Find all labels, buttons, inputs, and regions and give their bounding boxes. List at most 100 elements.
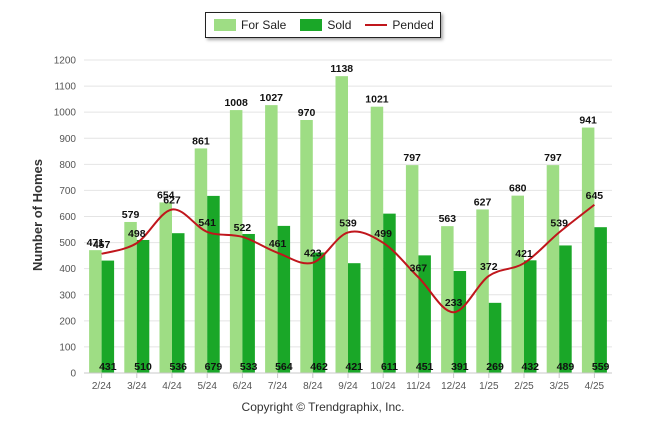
- data-label-sold: 510: [134, 361, 152, 373]
- x-tick-label: 4/25: [585, 381, 605, 392]
- y-tick-label: 1000: [54, 108, 77, 119]
- bar-sold: [277, 225, 291, 373]
- y-tick-label: 800: [59, 160, 76, 171]
- bar-sold: [242, 233, 255, 373]
- x-tick-label: 5/24: [197, 381, 217, 392]
- x-tick-label: 10/24: [371, 381, 396, 392]
- data-label-sold: 533: [240, 361, 258, 373]
- bar-for-sale: [265, 105, 278, 373]
- data-label-for-sale: 471: [87, 237, 105, 249]
- data-label-sold: 421: [345, 361, 363, 373]
- bar-for-sale: [581, 127, 595, 373]
- y-tick-label: 400: [59, 264, 76, 275]
- bar-for-sale: [476, 209, 489, 373]
- x-tick-label: 7/24: [268, 381, 288, 392]
- data-label-pended: 522: [234, 222, 252, 234]
- bar-sold: [488, 302, 502, 373]
- data-label-for-sale: 1138: [330, 63, 353, 75]
- bar-sold: [594, 227, 607, 373]
- y-axis: 0 100 200 300 400 500 600 700 800 900 1000 1100 1200: [54, 56, 77, 380]
- bar-for-sale: [546, 165, 560, 373]
- y-tick-label: 1200: [54, 56, 77, 67]
- data-label-for-sale: 797: [544, 152, 562, 164]
- data-label-pended: 367: [410, 262, 428, 274]
- x-tick-label: 2/25: [514, 381, 534, 392]
- y-tick-label: 900: [59, 134, 76, 145]
- y-tick-label: 0: [70, 369, 76, 380]
- data-label-for-sale: 627: [474, 196, 492, 208]
- pended-line: [101, 203, 596, 314]
- bar-for-sale: [89, 250, 102, 373]
- y-tick-label: 500: [59, 238, 76, 249]
- data-label-pended: 421: [515, 248, 533, 260]
- data-label-pended: 423: [304, 248, 322, 260]
- bar-for-sale: [300, 119, 313, 373]
- data-label-pended: 498: [128, 228, 146, 240]
- bar-sold: [172, 233, 185, 373]
- bar-for-sale: [511, 195, 524, 373]
- data-label-sold: 489: [557, 361, 575, 373]
- y-tick-label: 600: [59, 212, 76, 223]
- bar-sold: [418, 255, 431, 373]
- data-label-pended: 457: [93, 239, 111, 251]
- data-label-sold: 269: [486, 361, 504, 373]
- data-label-for-sale: 797: [403, 152, 421, 164]
- bar-for-sale: [159, 202, 172, 373]
- y-axis-title: Number of Homes: [30, 159, 45, 271]
- x-tick-label: 2/24: [92, 381, 112, 392]
- legend-item-pended[interactable]: Pended: [365, 18, 434, 32]
- legend-item-for-sale[interactable]: For Sale: [214, 18, 286, 32]
- bar-sold: [136, 239, 150, 373]
- y-tick-label: 1100: [54, 82, 76, 93]
- data-label-for-sale: 1008: [224, 97, 248, 109]
- bar-for-sale: [194, 148, 208, 373]
- data-label-pended: 372: [480, 261, 498, 273]
- data-label-pended: 627: [163, 194, 181, 206]
- legend-swatch-for-sale: [214, 19, 236, 31]
- bar-sold: [383, 213, 396, 373]
- for-sale-bars: [89, 76, 595, 374]
- x-tick-label: 3/25: [549, 381, 569, 392]
- data-label-for-sale: 563: [439, 213, 457, 225]
- x-tick-label: 4/24: [162, 381, 182, 392]
- legend-label-for-sale: For Sale: [241, 18, 287, 32]
- data-label-pended: 541: [198, 217, 216, 229]
- legend-item-sold[interactable]: Sold: [300, 18, 351, 32]
- data-label-sold: 462: [310, 361, 328, 373]
- copyright-text: Copyright © Trendgraphix, Inc.: [241, 400, 405, 414]
- data-label-sold: 611: [381, 361, 398, 373]
- data-label-for-sale: 1027: [260, 92, 284, 104]
- legend-swatch-sold: [300, 19, 323, 31]
- data-label-for-sale: 1021: [365, 94, 389, 106]
- bar-sold: [101, 260, 115, 373]
- legend-swatch-pended: [365, 24, 388, 26]
- pended-line-group: [101, 203, 596, 314]
- data-label-for-sale: 680: [509, 183, 527, 195]
- bar-for-sale: [124, 221, 137, 373]
- data-label-pended: 539: [339, 217, 357, 229]
- y-tick-label: 200: [59, 316, 76, 327]
- bar-sold: [559, 245, 572, 373]
- x-tick-label: 8/24: [303, 381, 323, 392]
- data-label-sold: 432: [521, 361, 539, 373]
- bar-for-sale: [405, 165, 419, 373]
- bar-sold: [524, 260, 537, 373]
- x-tick-label: 9/24: [338, 381, 358, 392]
- data-label-pended: 499: [374, 228, 392, 240]
- data-label-sold: 564: [275, 361, 293, 373]
- bar-sold: [348, 263, 361, 373]
- legend-label-sold: Sold: [327, 18, 352, 32]
- data-label-sold: 431: [99, 361, 117, 373]
- x-tick-label: 1/25: [479, 381, 499, 392]
- data-label-for-sale: 861: [192, 135, 210, 147]
- legend: For Sale Sold Pended: [205, 12, 441, 38]
- data-label-sold: 451: [416, 361, 434, 373]
- y-tick-label: 700: [59, 186, 76, 197]
- sold-bars: [101, 195, 607, 373]
- data-label-for-sale: 941: [579, 115, 597, 127]
- legend-label-pended: Pended: [392, 18, 434, 32]
- data-label-sold: 536: [169, 361, 187, 373]
- bar-sold: [453, 271, 467, 373]
- data-label-for-sale: 654: [157, 189, 175, 201]
